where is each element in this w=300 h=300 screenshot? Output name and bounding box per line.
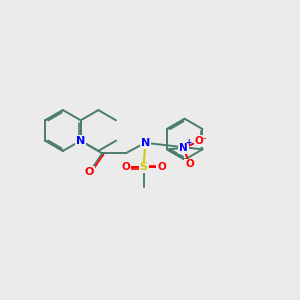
Text: N: N — [76, 136, 85, 146]
Text: O: O — [195, 136, 204, 146]
Text: O: O — [121, 162, 130, 172]
Text: N: N — [140, 138, 150, 148]
Text: S: S — [140, 162, 148, 172]
Text: +: + — [185, 138, 191, 147]
Text: O: O — [157, 162, 166, 172]
Text: -: - — [203, 133, 206, 143]
Text: O: O — [85, 167, 94, 177]
Text: O: O — [185, 159, 194, 170]
Text: N: N — [179, 143, 188, 153]
